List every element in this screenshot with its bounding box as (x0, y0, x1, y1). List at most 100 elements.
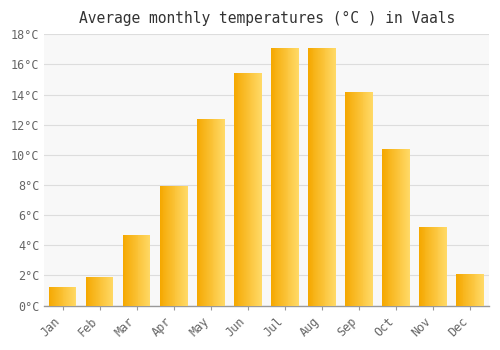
Bar (212, 119, 214, 306)
Bar (324, 48, 326, 306)
Bar (478, 274, 479, 306)
Bar (404, 149, 405, 306)
Bar (202, 119, 203, 306)
Bar (483, 274, 484, 306)
Bar (281, 48, 282, 306)
Bar (95, 277, 96, 306)
Bar (180, 187, 181, 306)
Bar (112, 277, 114, 306)
Bar (91, 277, 92, 306)
Bar (398, 149, 400, 306)
Bar (246, 74, 247, 306)
Bar (259, 74, 260, 306)
Bar (247, 74, 248, 306)
Bar (403, 149, 404, 306)
Bar (431, 227, 432, 306)
Bar (445, 227, 446, 306)
Bar (443, 227, 444, 306)
Bar (59, 287, 60, 306)
Bar (142, 235, 143, 306)
Bar (471, 274, 472, 306)
Bar (348, 91, 350, 306)
Bar (130, 235, 131, 306)
Bar (284, 48, 286, 306)
Bar (388, 149, 390, 306)
Bar (393, 149, 394, 306)
Bar (162, 187, 164, 306)
Bar (476, 274, 478, 306)
Bar (441, 227, 442, 306)
Bar (386, 149, 388, 306)
Bar (109, 277, 110, 306)
Bar (219, 119, 220, 306)
Bar (240, 74, 241, 306)
Bar (444, 227, 445, 306)
Bar (295, 48, 296, 306)
Bar (318, 48, 319, 306)
Bar (308, 48, 309, 306)
Bar (164, 187, 166, 306)
Bar (258, 74, 259, 306)
Bar (406, 149, 407, 306)
Bar (244, 74, 245, 306)
Bar (392, 149, 393, 306)
Bar (133, 235, 134, 306)
Bar (186, 187, 188, 306)
Bar (57, 287, 58, 306)
Bar (319, 48, 320, 306)
Bar (58, 287, 59, 306)
Bar (128, 235, 129, 306)
Bar (272, 48, 274, 306)
Bar (429, 227, 430, 306)
Bar (167, 187, 168, 306)
Bar (288, 48, 290, 306)
Bar (422, 227, 424, 306)
Bar (432, 227, 433, 306)
Bar (368, 91, 369, 306)
Bar (446, 227, 447, 306)
Bar (434, 227, 436, 306)
Bar (458, 274, 459, 306)
Bar (71, 287, 72, 306)
Bar (257, 74, 258, 306)
Bar (362, 91, 364, 306)
Bar (400, 149, 402, 306)
Bar (171, 187, 172, 306)
Bar (67, 287, 68, 306)
Bar (97, 277, 98, 306)
Bar (466, 274, 467, 306)
Bar (104, 277, 105, 306)
Bar (243, 74, 244, 306)
Bar (358, 91, 359, 306)
Bar (309, 48, 310, 306)
Bar (371, 91, 372, 306)
Bar (208, 119, 209, 306)
Bar (292, 48, 293, 306)
Bar (354, 91, 355, 306)
Bar (460, 274, 462, 306)
Bar (52, 287, 54, 306)
Bar (420, 227, 421, 306)
Bar (408, 149, 409, 306)
Bar (204, 119, 205, 306)
Bar (421, 227, 422, 306)
Bar (168, 187, 169, 306)
Bar (209, 119, 210, 306)
Bar (468, 274, 469, 306)
Bar (357, 91, 358, 306)
Bar (366, 91, 367, 306)
Bar (347, 91, 348, 306)
Bar (54, 287, 55, 306)
Bar (279, 48, 280, 306)
Bar (183, 187, 184, 306)
Bar (86, 277, 88, 306)
Bar (170, 187, 171, 306)
Bar (396, 149, 397, 306)
Bar (50, 287, 51, 306)
Bar (260, 74, 262, 306)
Bar (74, 287, 76, 306)
Bar (198, 119, 200, 306)
Bar (276, 48, 278, 306)
Bar (210, 119, 212, 306)
Bar (250, 74, 252, 306)
